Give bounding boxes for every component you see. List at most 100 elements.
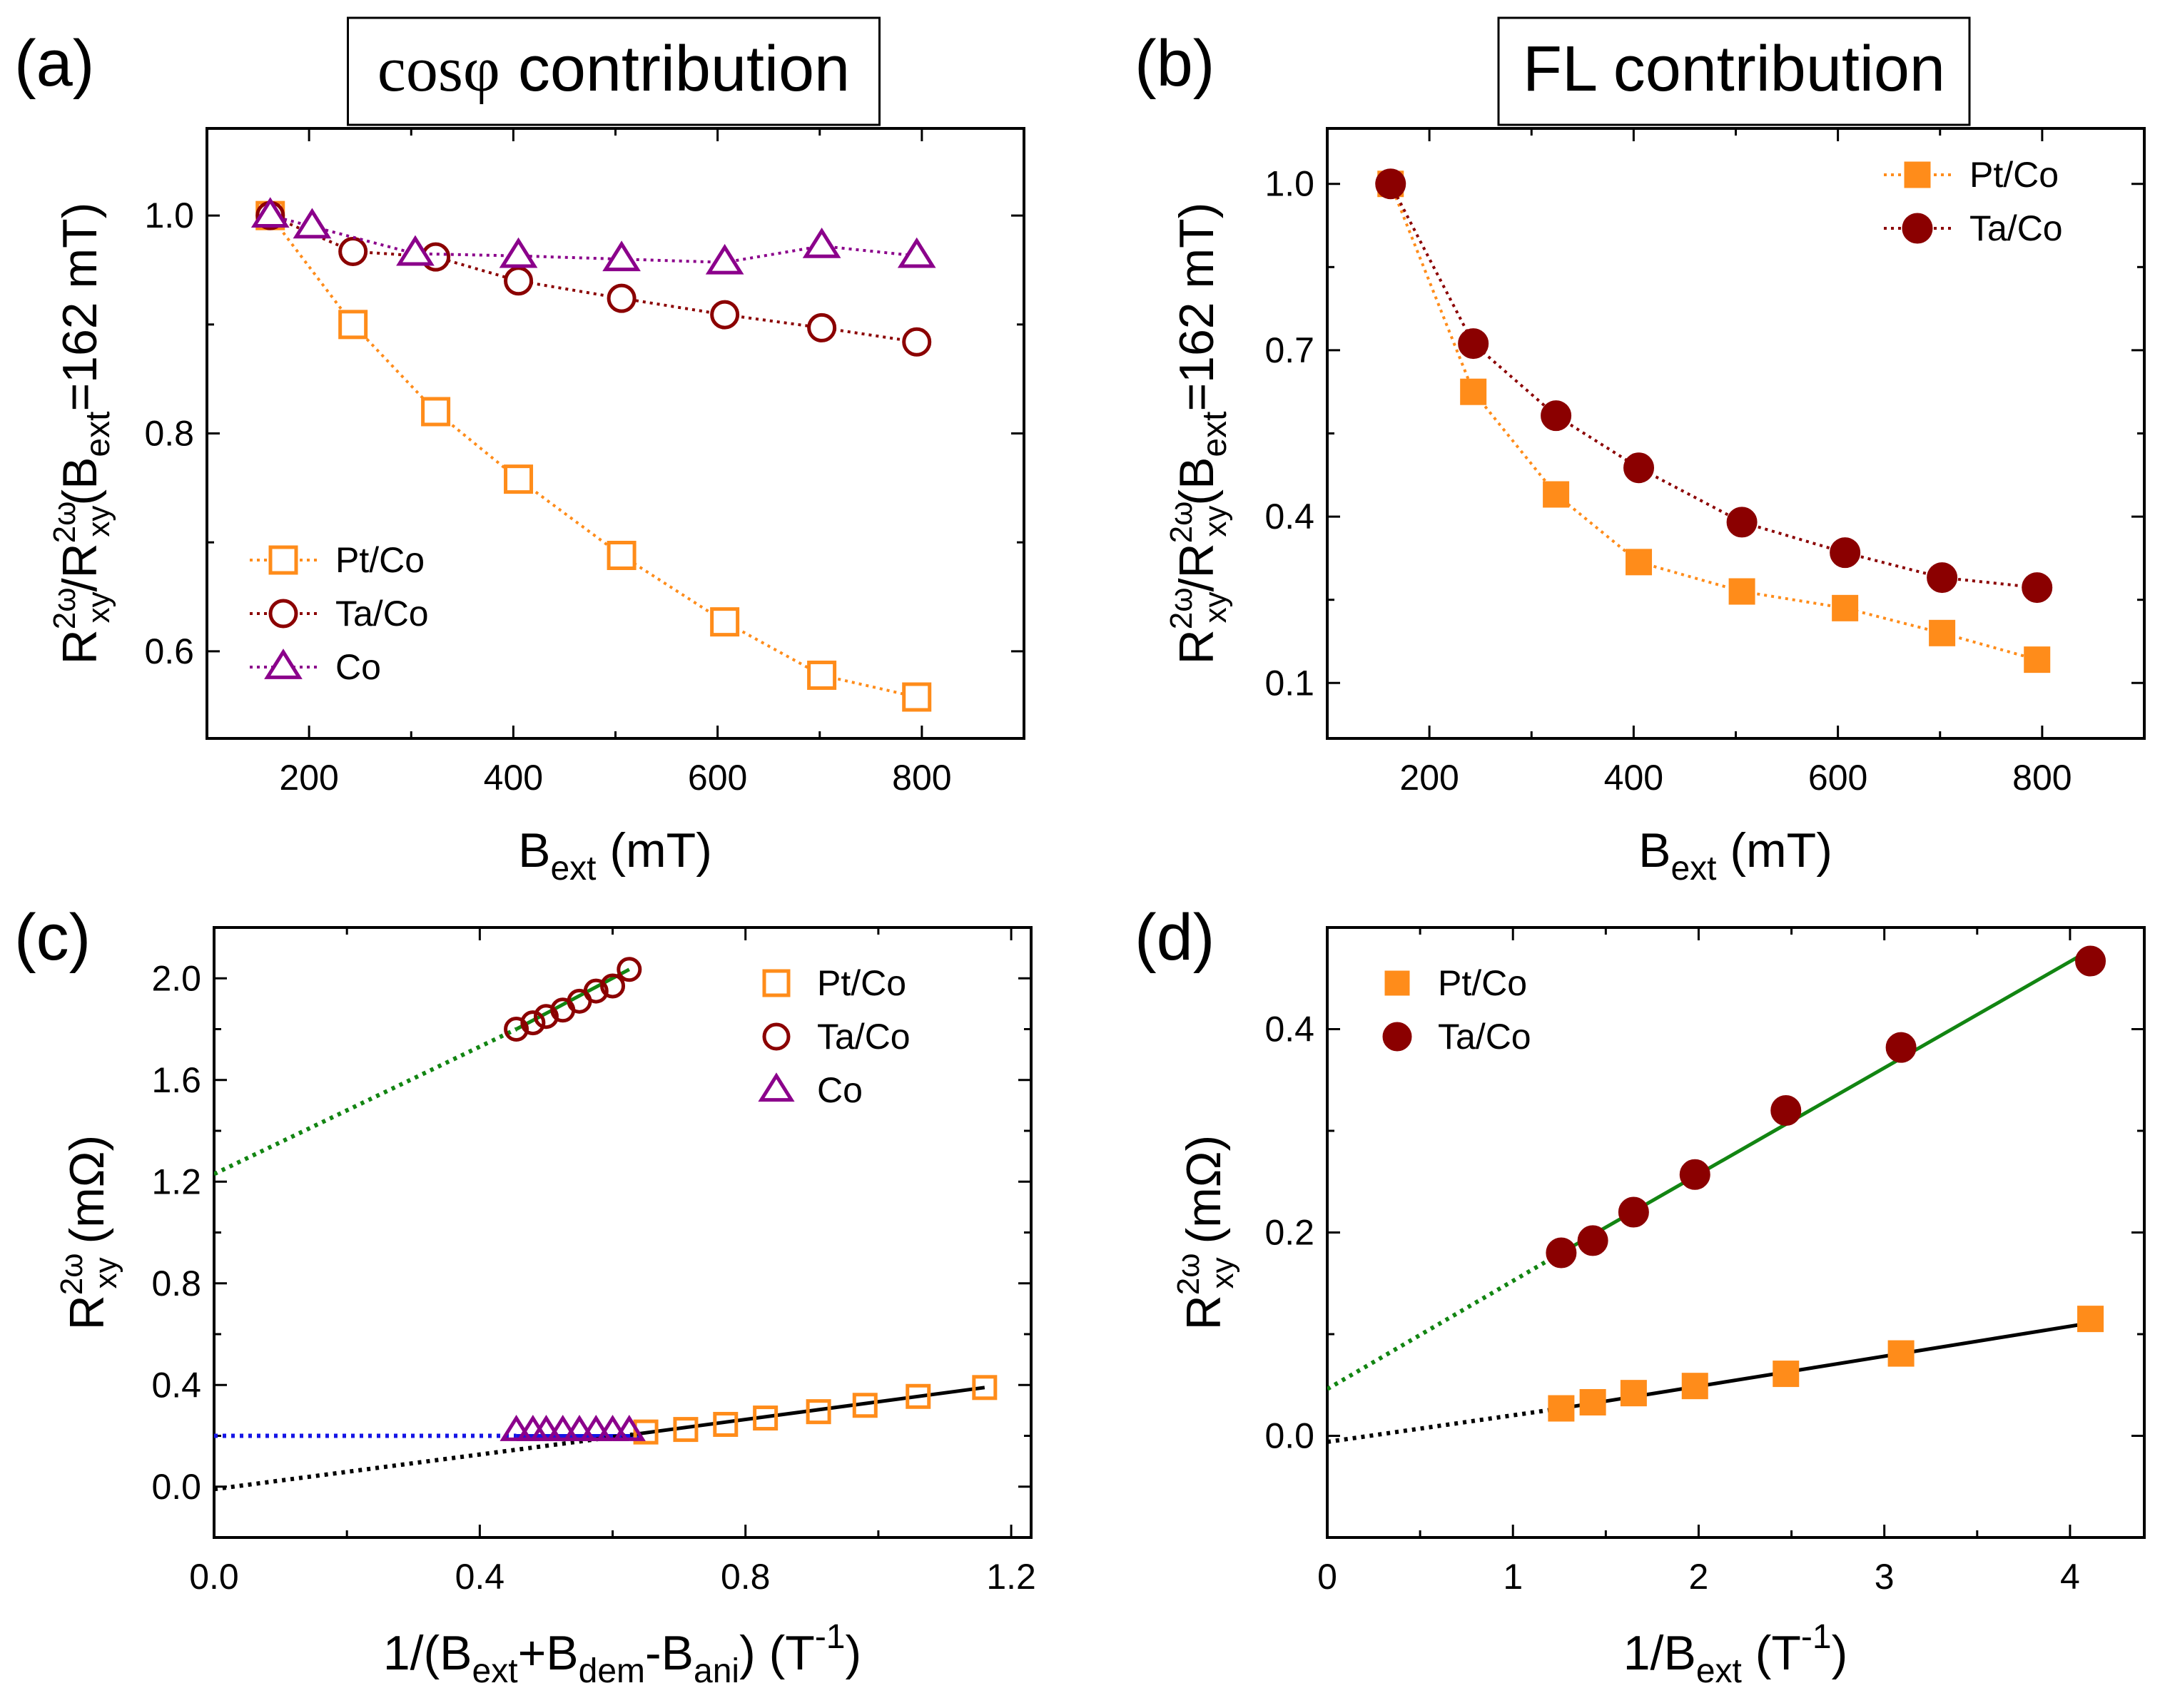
- data-point: [529, 1415, 563, 1441]
- data-point: [607, 541, 637, 570]
- y-tick-label: 1.0: [144, 195, 194, 235]
- chart-title-text: FL contribution: [1523, 34, 1945, 105]
- x-axis-label: Bext (mT): [1638, 823, 1832, 888]
- data-point: [562, 1415, 597, 1441]
- y-tick-label: 0.8: [144, 414, 194, 454]
- y-label-r: R: [53, 629, 107, 664]
- x-label-part: 1/(B: [383, 1626, 472, 1680]
- y-label-slash: /: [1170, 578, 1224, 591]
- data-point: [1626, 549, 1653, 576]
- panel-d: (d) 0 1 2 3 4 0.0 0.2 0.4 1/Bext (T-1) R2ωxy (mΩ) P…: [1135, 901, 2146, 1690]
- legend: Pt/Co Ta/Co: [1884, 155, 2063, 248]
- data-point: [600, 973, 626, 999]
- y-tick-label: 1.0: [1264, 164, 1314, 204]
- x-tick-label: 400: [484, 758, 543, 798]
- data-point: [705, 243, 744, 275]
- y-tick-label: 0.4: [1264, 1010, 1314, 1049]
- data-point: [1541, 400, 1572, 432]
- title-box: [347, 16, 881, 126]
- data-point: [250, 197, 290, 228]
- data-point: [1770, 1095, 1802, 1126]
- legend-marker: [758, 1072, 795, 1102]
- data-point: [806, 1399, 831, 1425]
- fit-line-solid: [515, 967, 630, 1031]
- x-tick-label: 200: [1399, 758, 1459, 798]
- x-label-part: ) (T: [739, 1626, 815, 1680]
- data-point: [1679, 1159, 1710, 1190]
- data-point: [2075, 945, 2106, 977]
- title-box: [1497, 16, 1971, 126]
- plot-area: [250, 197, 936, 712]
- y-axis-label: R2ωxy (mΩ): [54, 1135, 123, 1331]
- data-point: [533, 1004, 559, 1030]
- legend: Pt/Co Ta/Co Co: [758, 963, 911, 1110]
- series-pt-co: [1548, 1306, 2104, 1422]
- data-point: [546, 1415, 579, 1441]
- data-point: [579, 1415, 613, 1441]
- y-label-r: R: [1170, 543, 1224, 578]
- x-label-main: B: [518, 823, 550, 878]
- legend-marker: [1382, 1022, 1412, 1052]
- legend-label: Pt/Co: [1438, 963, 1527, 1003]
- data-point: [500, 1415, 533, 1441]
- x-label-tail: (mT): [1717, 823, 1832, 878]
- panel-label: (b): [1135, 27, 1215, 100]
- y-label-open: (B: [53, 457, 107, 506]
- legend-label: Co: [817, 1070, 863, 1110]
- data-point: [617, 957, 642, 982]
- data-point: [710, 300, 740, 330]
- data-point: [1458, 328, 1489, 360]
- plot-area: [1375, 168, 2053, 673]
- x-tick-label: 0.0: [189, 1557, 239, 1597]
- legend-marker: [762, 1022, 791, 1051]
- legend-marker: [268, 599, 298, 629]
- y-tick-label: 1.2: [151, 1161, 201, 1201]
- data-point: [897, 237, 936, 268]
- data-point: [583, 978, 609, 1004]
- x-tick-label: 4: [2060, 1557, 2080, 1597]
- x-tick-label: 200: [279, 758, 338, 798]
- legend-label: Ta/Co: [1969, 208, 2063, 248]
- panel-a: (a) cosφ contribution 200 400 600 800 0.6 0.8 1.…: [14, 16, 1025, 888]
- legend-marker: [1902, 213, 1933, 244]
- plot-frame: [206, 127, 1025, 740]
- x-label-part: (T: [1742, 1626, 1801, 1680]
- data-point: [852, 1393, 878, 1418]
- x-tick-label: 3: [1875, 1557, 1895, 1597]
- y-label-tail: =162 mT): [53, 203, 107, 412]
- x-tick-label: 600: [688, 758, 747, 798]
- data-point: [902, 682, 932, 712]
- data-point: [1830, 537, 1861, 569]
- series-co: [500, 1415, 646, 1441]
- data-point: [612, 1415, 646, 1441]
- fit-line-solid: [1560, 948, 2091, 1255]
- x-label-main: B: [1638, 823, 1670, 878]
- data-point: [1548, 1395, 1575, 1422]
- y-label-sub: xy: [1198, 506, 1233, 537]
- y-label-sup: 2ω: [1171, 1253, 1206, 1295]
- data-point: [1885, 1032, 1917, 1063]
- data-point: [807, 312, 837, 342]
- x-tick-label: 400: [1604, 758, 1663, 798]
- series-line: [269, 214, 918, 344]
- y-label-sub: xy: [1198, 591, 1233, 623]
- x-tick-label: 1.2: [986, 1557, 1036, 1597]
- chart-title: cosφ contribution: [377, 34, 850, 105]
- y-label-tail: =162 mT): [1170, 203, 1224, 412]
- data-point: [713, 1411, 739, 1437]
- chart-title-suffix: contribution: [500, 34, 850, 105]
- x-axis-label: Bext (mT): [518, 823, 712, 888]
- series-ta-co: [1375, 168, 2053, 604]
- y-tick-label: 0.4: [151, 1365, 201, 1405]
- x-label-part: 1/B: [1623, 1626, 1696, 1680]
- x-label-part: ): [846, 1626, 862, 1680]
- x-label-sub: ext: [1670, 850, 1716, 888]
- y-label-sub: xy: [81, 591, 116, 623]
- x-axis-label: 1/Bext (T-1): [1623, 1618, 1848, 1690]
- panel-label: (a): [14, 27, 94, 100]
- y-axis-label: R2ωxy/R2ωxy(Bext=162 mT): [47, 203, 117, 665]
- panel-c: (c) 0.0 0.4 0.8 1.2 0.0 0.4 0.8 1.2 1.6 2.0 1/(Bext…: [14, 901, 1036, 1690]
- x-tick-label: 1: [1503, 1557, 1523, 1597]
- y-axis-label: R2ωxy/R2ωxy(Bext=162 mT): [1164, 203, 1234, 665]
